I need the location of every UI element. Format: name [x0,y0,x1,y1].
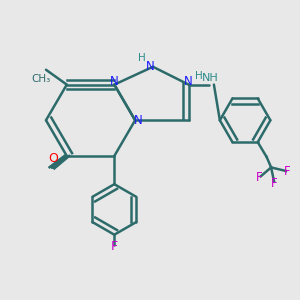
Text: NH: NH [202,73,219,83]
Text: N: N [110,75,119,88]
Text: H: H [195,71,203,81]
Text: F: F [271,177,278,190]
Text: F: F [111,240,118,253]
Text: F: F [256,171,262,184]
Text: O: O [49,152,58,165]
Text: N: N [146,60,154,73]
Text: N: N [184,75,193,88]
Text: N: N [134,114,142,127]
Text: CH₃: CH₃ [31,74,50,84]
Text: H: H [138,53,146,64]
Text: F: F [284,165,291,178]
